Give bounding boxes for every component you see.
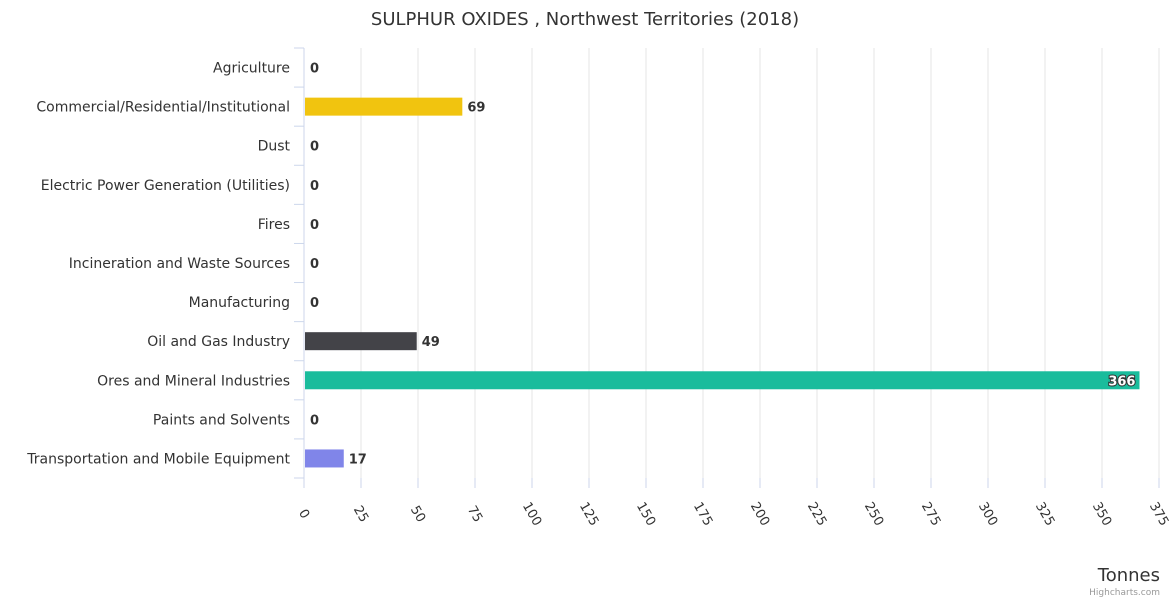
chart-title: SULPHUR OXIDES , Northwest Territories (… — [371, 9, 799, 30]
data-label: 49 — [422, 335, 440, 350]
tick-label: 150 — [633, 500, 658, 529]
category-label: Agriculture — [213, 61, 290, 77]
tick-label: 375 — [1146, 500, 1170, 529]
bar[interactable] — [305, 371, 1140, 390]
tick-label: 300 — [975, 500, 1000, 529]
category-label: Electric Power Generation (Utilities) — [41, 178, 290, 194]
data-label: 69 — [467, 101, 485, 116]
category-label: Paints and Solvents — [153, 412, 290, 428]
tick-label: 200 — [747, 500, 772, 529]
bar[interactable] — [305, 332, 417, 351]
bar[interactable] — [305, 449, 344, 468]
gridlines — [360, 48, 1160, 478]
category-label: Dust — [258, 139, 291, 155]
value-axis-ticks: 0 25 50 75 100 125 150 175 200 225 250 275 300 325 350… — [295, 478, 1170, 529]
category-label: Transportation and Mobile Equipment — [26, 451, 290, 467]
value-axis-title: Tonnes — [1097, 565, 1160, 586]
category-label: Oil and Gas Industry — [147, 334, 290, 350]
data-label: 366 — [1108, 374, 1135, 389]
tick-label: 225 — [804, 500, 829, 529]
tick-label: 350 — [1089, 500, 1114, 529]
category-axis: Agriculture Commercial/Residential/Instit… — [26, 47, 305, 479]
tick-label: 75 — [464, 503, 485, 525]
tick-label: 100 — [519, 500, 544, 529]
data-label: 0 — [310, 140, 319, 155]
credits-link[interactable]: Highcharts.com — [1089, 588, 1160, 598]
bars: 0 69 0 0 0 0 0 49 366 0 17 — [305, 62, 1140, 468]
tick-label: 325 — [1032, 500, 1057, 529]
category-label: Incineration and Waste Sources — [69, 256, 290, 272]
data-label: 0 — [310, 296, 319, 311]
category-label: Commercial/Residential/Institutional — [36, 100, 290, 116]
data-label: 0 — [310, 257, 319, 272]
data-label: 0 — [310, 218, 319, 233]
tick-label: 0 — [295, 507, 312, 522]
category-label: Fires — [258, 217, 290, 233]
tick-label: 25 — [350, 503, 371, 525]
tick-label: 50 — [407, 503, 428, 525]
data-label: 17 — [349, 452, 367, 467]
data-label: 0 — [310, 62, 319, 77]
tick-label: 175 — [690, 500, 715, 529]
tick-label: 250 — [861, 500, 886, 529]
data-label: 0 — [310, 413, 319, 428]
category-label: Manufacturing — [189, 295, 290, 311]
data-label: 0 — [310, 179, 319, 194]
bar[interactable] — [305, 97, 463, 116]
tick-label: 275 — [918, 500, 943, 529]
tick-label: 125 — [576, 500, 601, 529]
category-label: Ores and Mineral Industries — [97, 373, 290, 389]
